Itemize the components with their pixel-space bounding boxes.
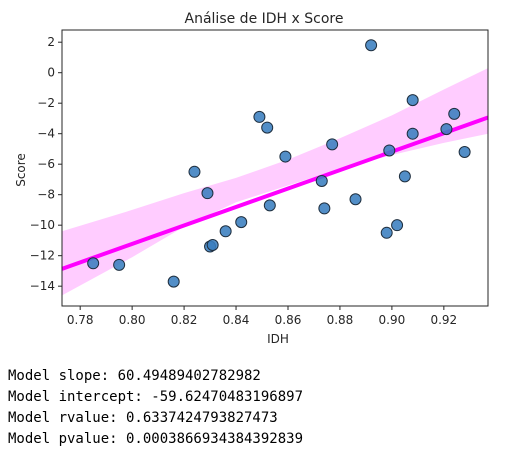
data-point bbox=[253, 110, 266, 123]
data-point bbox=[440, 123, 453, 136]
output-line-pvalue: Model pvalue: 0.0003866934384392839 bbox=[8, 431, 304, 447]
x-tick-label: 0.90 bbox=[379, 313, 406, 327]
y-tick-label: −12 bbox=[30, 249, 55, 263]
x-axis-ticks: 0.78 0.80 0.82 0.84 0.86 0.88 0.90 0.92 bbox=[67, 306, 457, 327]
data-point bbox=[188, 165, 201, 178]
output-line-rvalue: Model rvalue: 0.6337424793827473 bbox=[8, 410, 278, 426]
data-point bbox=[167, 275, 180, 288]
y-tick-label: −8 bbox=[37, 188, 55, 202]
confidence-band bbox=[62, 68, 488, 296]
y-tick-label: −6 bbox=[37, 157, 55, 171]
y-tick-label: −10 bbox=[30, 218, 55, 232]
y-axis-ticks: 2 0 −2 −4 −6 −8 −10 −12 −14 bbox=[30, 35, 62, 293]
scatter-chart: Análise de IDH x Score 0.78 0.80 0.82 0.84 0… bbox=[14, 11, 489, 346]
regression-line-layer bbox=[61, 115, 489, 271]
x-axis-label: IDH bbox=[267, 332, 289, 346]
y-tick-label: 0 bbox=[47, 66, 55, 80]
data-point bbox=[235, 216, 248, 229]
data-point bbox=[326, 138, 339, 151]
model-output: Model slope: 60.49489402782982 Model int… bbox=[8, 366, 303, 450]
regression-line bbox=[61, 115, 489, 271]
output-line-slope: Model slope: 60.49489402782982 bbox=[8, 368, 261, 384]
data-point bbox=[406, 127, 419, 140]
data-point bbox=[206, 239, 219, 252]
data-point bbox=[383, 144, 396, 157]
data-point bbox=[365, 39, 378, 52]
data-point bbox=[406, 94, 419, 107]
data-point bbox=[201, 187, 214, 200]
data-point bbox=[458, 145, 471, 158]
y-tick-label: −2 bbox=[37, 96, 55, 110]
data-point bbox=[279, 150, 292, 163]
output-line-intercept: Model intercept: -59.62470483196897 bbox=[8, 389, 304, 405]
x-tick-label: 0.86 bbox=[275, 313, 302, 327]
data-point bbox=[391, 219, 404, 232]
plot-frame bbox=[61, 29, 489, 307]
x-tick-label: 0.78 bbox=[67, 313, 94, 327]
data-point bbox=[87, 257, 100, 270]
confidence-band-layer bbox=[62, 68, 488, 296]
x-tick-label: 0.92 bbox=[430, 313, 457, 327]
x-tick-label: 0.82 bbox=[171, 313, 198, 327]
data-point bbox=[380, 226, 393, 239]
x-tick-label: 0.88 bbox=[327, 313, 354, 327]
y-axis-label: Score bbox=[14, 153, 28, 187]
chart-title: Análise de IDH x Score bbox=[185, 11, 344, 27]
axes-frame bbox=[61, 29, 489, 307]
data-point bbox=[398, 170, 411, 183]
data-point bbox=[113, 258, 126, 271]
data-point bbox=[219, 225, 232, 238]
y-tick-label: −14 bbox=[30, 279, 55, 293]
x-tick-label: 0.84 bbox=[223, 313, 250, 327]
data-point bbox=[318, 202, 331, 215]
x-tick-label: 0.80 bbox=[119, 313, 146, 327]
y-tick-label: −4 bbox=[37, 127, 55, 141]
data-point bbox=[315, 174, 328, 187]
data-points-layer bbox=[87, 39, 471, 288]
data-point bbox=[263, 199, 276, 212]
y-tick-label: 2 bbox=[47, 35, 55, 49]
data-point bbox=[448, 107, 461, 120]
data-point bbox=[261, 121, 274, 134]
data-point bbox=[349, 193, 362, 206]
